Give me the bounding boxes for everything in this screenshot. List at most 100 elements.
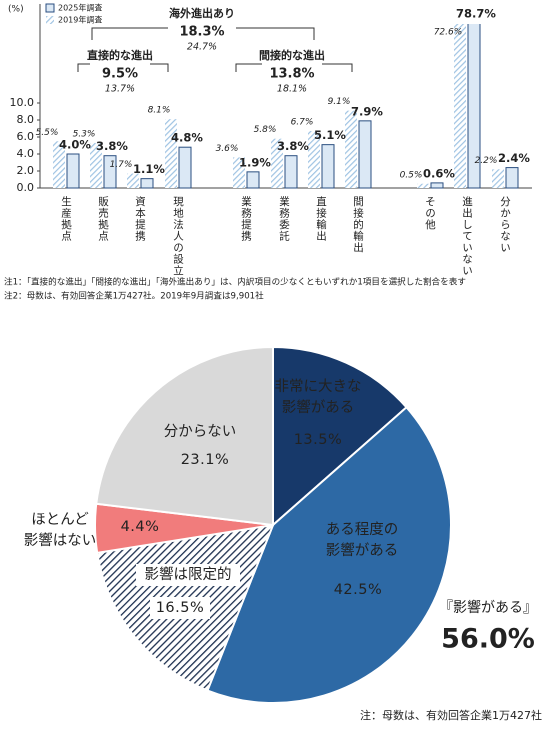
value-label: 5.3%	[73, 129, 96, 139]
bar	[103, 155, 117, 189]
value-label: 8.1%	[148, 106, 171, 116]
bar-chart: (%) 0.0 2.0 4.0 6.0 8.0 10.0 2025年調査 2019年調査 5.5%…	[4, 3, 532, 302]
value-label: 5.5%	[36, 128, 59, 138]
note: 注2：母数は、有効回答企業1万427社。2019年9月調査は9,901社	[4, 290, 264, 302]
value-label: 3.8%	[96, 139, 128, 153]
bar	[178, 146, 192, 189]
value-label: 3.8%	[277, 139, 309, 153]
value-label: 2.2%	[475, 156, 498, 166]
slice-label: 影響は限定的	[145, 565, 232, 583]
annotation-value: 13.8%	[269, 67, 314, 82]
bar	[165, 119, 177, 188]
x-tick-label: 分からない	[499, 196, 511, 254]
bar	[140, 178, 154, 189]
value-label: 1.1%	[133, 162, 165, 176]
value-label: 5.8%	[254, 125, 277, 135]
slice-label: ほとんど影響はない	[24, 511, 97, 549]
plot	[53, 24, 519, 189]
slice-value: 4.4%	[121, 519, 160, 535]
bar	[246, 171, 260, 189]
bar	[358, 120, 372, 189]
y-tick-label: 6.0	[17, 130, 35, 143]
label-line: 影響はない	[24, 531, 97, 549]
bracket-direct	[77, 63, 169, 72]
label-line: 影響がある	[326, 541, 399, 559]
slice-value: 42.5%	[334, 582, 383, 598]
bar	[90, 142, 102, 188]
y-tick-label: 0.0	[17, 181, 35, 194]
note: 注：母数は、有効回答企業1万427社	[360, 708, 542, 722]
value-label: 4.8%	[171, 131, 203, 145]
legend-label: 2019年調査	[58, 15, 102, 25]
x-tick-label: 進出していない	[461, 196, 473, 277]
slice-label: 非常に大きな影響がある	[275, 378, 362, 416]
slice-label: 分からない	[164, 423, 237, 440]
value-label: 6.7%	[291, 118, 314, 128]
y-tick-label: 8.0	[17, 113, 35, 126]
annotation-title: 『影響がある』	[439, 599, 537, 616]
bar	[284, 155, 298, 189]
x-tick-label: 直接輸出	[315, 195, 327, 242]
annotation-value-2019: 18.1%	[277, 84, 307, 95]
bar	[271, 138, 283, 188]
annotation-title: 海外進出あり	[169, 6, 235, 20]
bar	[127, 173, 139, 188]
annotation-title: 間接的な進出	[259, 48, 325, 62]
legend-swatch	[45, 3, 55, 13]
value-label: 2.4%	[498, 151, 530, 165]
label-box	[136, 564, 240, 586]
bar	[233, 157, 245, 188]
bar	[345, 110, 357, 188]
annotation-value-2019: 13.7%	[105, 84, 135, 95]
pie-chart: 非常に大きな影響がある13.5%ある程度の影響がある42.5%影響は限定的16.…	[24, 345, 542, 722]
x-tick-label: 販売拠点	[97, 196, 109, 242]
x-tick-label: 現地法人の設立	[172, 196, 184, 277]
x-tick-label: 生産拠点	[60, 195, 72, 242]
annotation-value: 18.3%	[179, 25, 224, 40]
note: 注1：「直接的な進出」「間接的な進出」「海外進出あり」は、内訳項目の少なくともい…	[4, 276, 466, 288]
annotation-value: 56.0%	[441, 624, 535, 655]
slice-value: 13.5%	[294, 432, 343, 448]
bar	[417, 183, 429, 188]
value-label: 72.6%	[434, 28, 463, 38]
y-unit: (%)	[8, 5, 24, 15]
pie-slice	[95, 345, 274, 527]
value-label: 5.1%	[314, 128, 346, 142]
value-label: 7.9%	[351, 104, 383, 118]
bar	[308, 131, 320, 188]
bar	[505, 167, 519, 189]
bar	[467, 24, 481, 189]
slice-value: 23.1%	[181, 452, 230, 468]
x-tick-label: 業務提携	[240, 195, 252, 242]
bar	[492, 169, 504, 188]
y-tick-label: 2.0	[17, 164, 35, 177]
annotation-title: 直接的な進出	[87, 48, 153, 62]
bar	[321, 144, 335, 189]
y-tick-label: 10.0	[10, 96, 35, 109]
label-line: 影響は限定的	[145, 565, 232, 583]
value-label: 0.6%	[423, 166, 455, 180]
value-label: 4.0%	[59, 138, 91, 152]
brackets	[77, 27, 353, 72]
value-label: 9.1%	[328, 97, 351, 107]
x-tick-label: 間接的輸出	[352, 196, 364, 254]
annotation-value: 9.5%	[102, 67, 138, 82]
x-tick-label: 業務委託	[278, 195, 290, 242]
label-box	[150, 597, 210, 619]
bar	[53, 141, 65, 188]
label-line: 分からない	[164, 423, 237, 440]
label-line: ほとんど	[31, 511, 89, 528]
value-label: 3.6%	[216, 144, 239, 154]
slice-label: ある程度の影響がある	[326, 521, 399, 559]
value-label: 0.5%	[400, 170, 423, 180]
pie-slice	[272, 345, 408, 528]
value-label: 1.9%	[239, 155, 271, 169]
label-line: 非常に大きな	[275, 378, 362, 395]
bracket-all	[91, 27, 315, 40]
x-tick-label: その他	[424, 196, 436, 231]
bar	[430, 182, 444, 189]
bar	[66, 153, 80, 189]
y-tick-label: 4.0	[17, 147, 35, 160]
bar	[454, 24, 466, 188]
